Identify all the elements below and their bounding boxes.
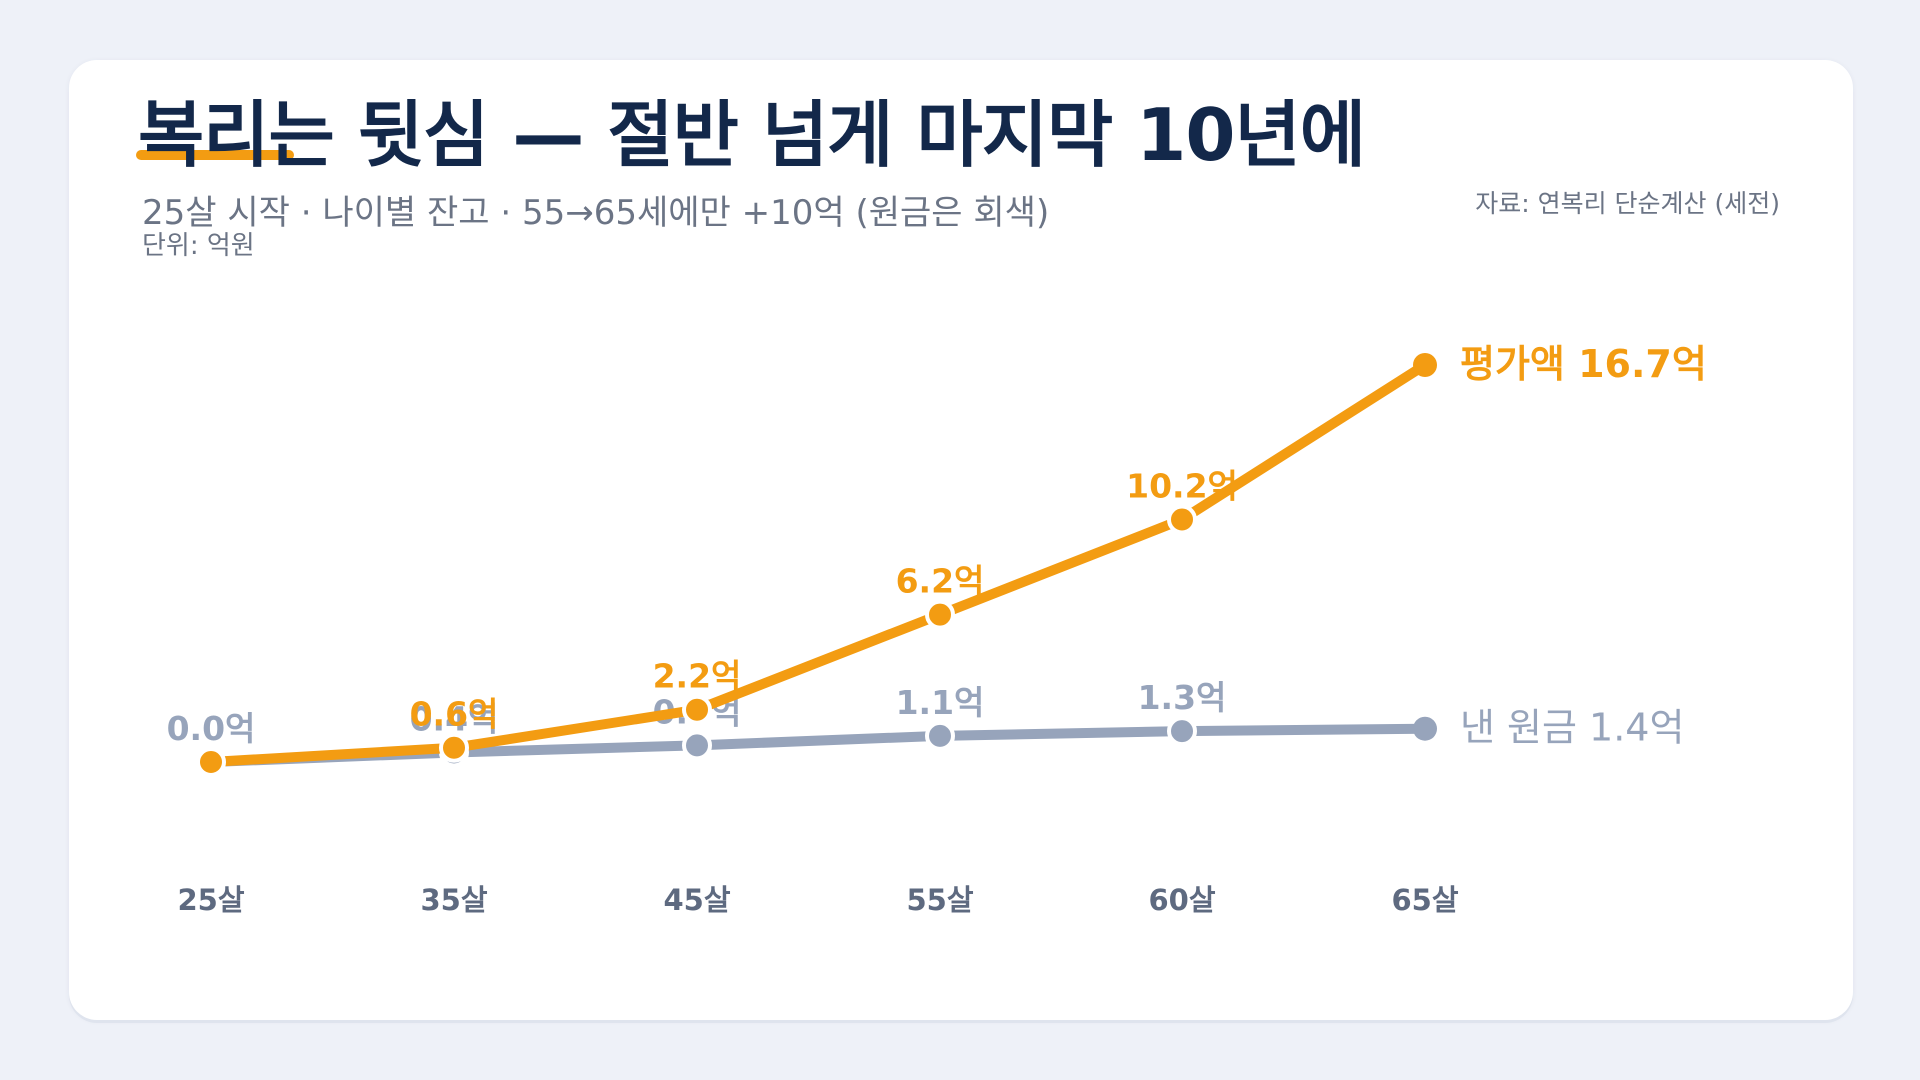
data-label: 0.0억 (167, 709, 256, 748)
x-tick-label: 60살 (1148, 883, 1215, 917)
data-label: 0.4억 (410, 699, 499, 738)
x-tick-label: 55살 (906, 883, 973, 917)
data-point (925, 720, 955, 751)
data-point (439, 732, 469, 763)
source-note: 자료: 연복리 단순계산 (세전) (1475, 189, 1780, 218)
x-tick-label: 45살 (663, 883, 730, 917)
data-label: 2.2억 (653, 657, 742, 696)
data-label: 6.2억 (896, 562, 985, 601)
data-point (1167, 504, 1197, 535)
chart-title: 복리는 뒷심 — 절반 넘게 마지막 10년에 (138, 93, 1366, 177)
series-end-label: 평가액 16.7억 (1460, 342, 1707, 386)
series-line (206, 723, 1430, 767)
x-tick-label: 35살 (420, 883, 487, 917)
x-tick-label: 65살 (1391, 883, 1458, 917)
unit-note: 단위: 억원 (142, 231, 255, 261)
data-point (196, 747, 226, 777)
data-point (1167, 716, 1197, 747)
data-point (925, 599, 955, 630)
x-tick-label: 25살 (177, 883, 244, 917)
data-point (1413, 353, 1437, 377)
title-accent-underline (136, 150, 294, 160)
series-line (206, 360, 1430, 767)
data-point (1413, 716, 1437, 741)
data-label: 0.6억 (410, 695, 499, 734)
data-label: 1.3억 (1138, 678, 1227, 717)
series-end-label: 낸 원금 1.4억 (1460, 706, 1684, 750)
chart-card (69, 60, 1853, 1020)
data-label: 10.2억 (1126, 467, 1238, 506)
data-label: 1.1억 (896, 683, 985, 722)
data-point (682, 730, 712, 761)
chart-subtitle: 25살 시작 · 나이별 잔고 · 55→65세에만 +10억 (원금은 회색) (142, 193, 1050, 233)
data-point (682, 694, 712, 725)
